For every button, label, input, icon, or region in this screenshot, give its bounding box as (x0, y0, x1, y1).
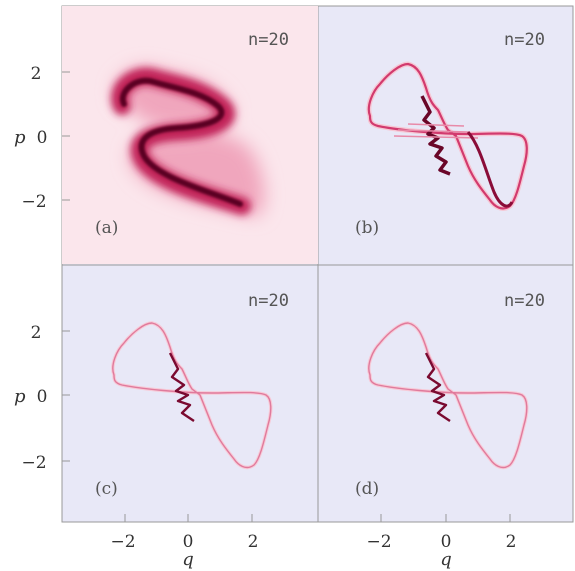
panel-b (369, 64, 527, 208)
x-tick-left-0: 0 (183, 532, 194, 552)
panel-b-contour (369, 64, 527, 208)
panel-a-label: (a) (95, 218, 118, 238)
panel-a (62, 6, 318, 264)
panel-a-n-label: n=20 (248, 30, 289, 50)
y-tick-bottom-2: 2 (31, 323, 42, 343)
x-axis-name-right: q (440, 549, 452, 570)
y-tick-top-neg2: −2 (21, 192, 46, 212)
panel-b-n-label: n=20 (504, 30, 545, 50)
x-axis-name-left: q (182, 549, 194, 570)
panel-b-label: (b) (355, 218, 379, 238)
x-tick-right-2: 2 (506, 532, 517, 552)
y-tick-top-2: 2 (31, 64, 42, 84)
panel-a-ridge (119, 77, 243, 207)
y-axis-name-bottom: p (14, 386, 26, 407)
y-tick-bottom-neg2: −2 (21, 453, 46, 473)
y-axis-name-top: p (14, 127, 26, 148)
x-tick-left-2: 2 (248, 532, 259, 552)
y-tick-bottom-0: 0 (37, 387, 48, 407)
panel-d (367, 321, 529, 470)
x-tick-left-neg2: −2 (110, 532, 135, 552)
panel-c-label: (c) (95, 479, 118, 499)
panel-c-contour (111, 321, 273, 470)
x-tick-right-0: 0 (441, 532, 452, 552)
panel-d-contour (367, 321, 529, 470)
x-tick-right-neg2: −2 (366, 532, 391, 552)
panel-a-core (111, 67, 251, 215)
panel-d-n-label: n=20 (504, 291, 545, 311)
tick-marks (62, 71, 511, 522)
panel-c-n-label: n=20 (248, 291, 289, 311)
panel-d-label: (d) (355, 479, 379, 499)
y-tick-top-0: 0 (37, 128, 48, 148)
panel-c (111, 321, 273, 470)
